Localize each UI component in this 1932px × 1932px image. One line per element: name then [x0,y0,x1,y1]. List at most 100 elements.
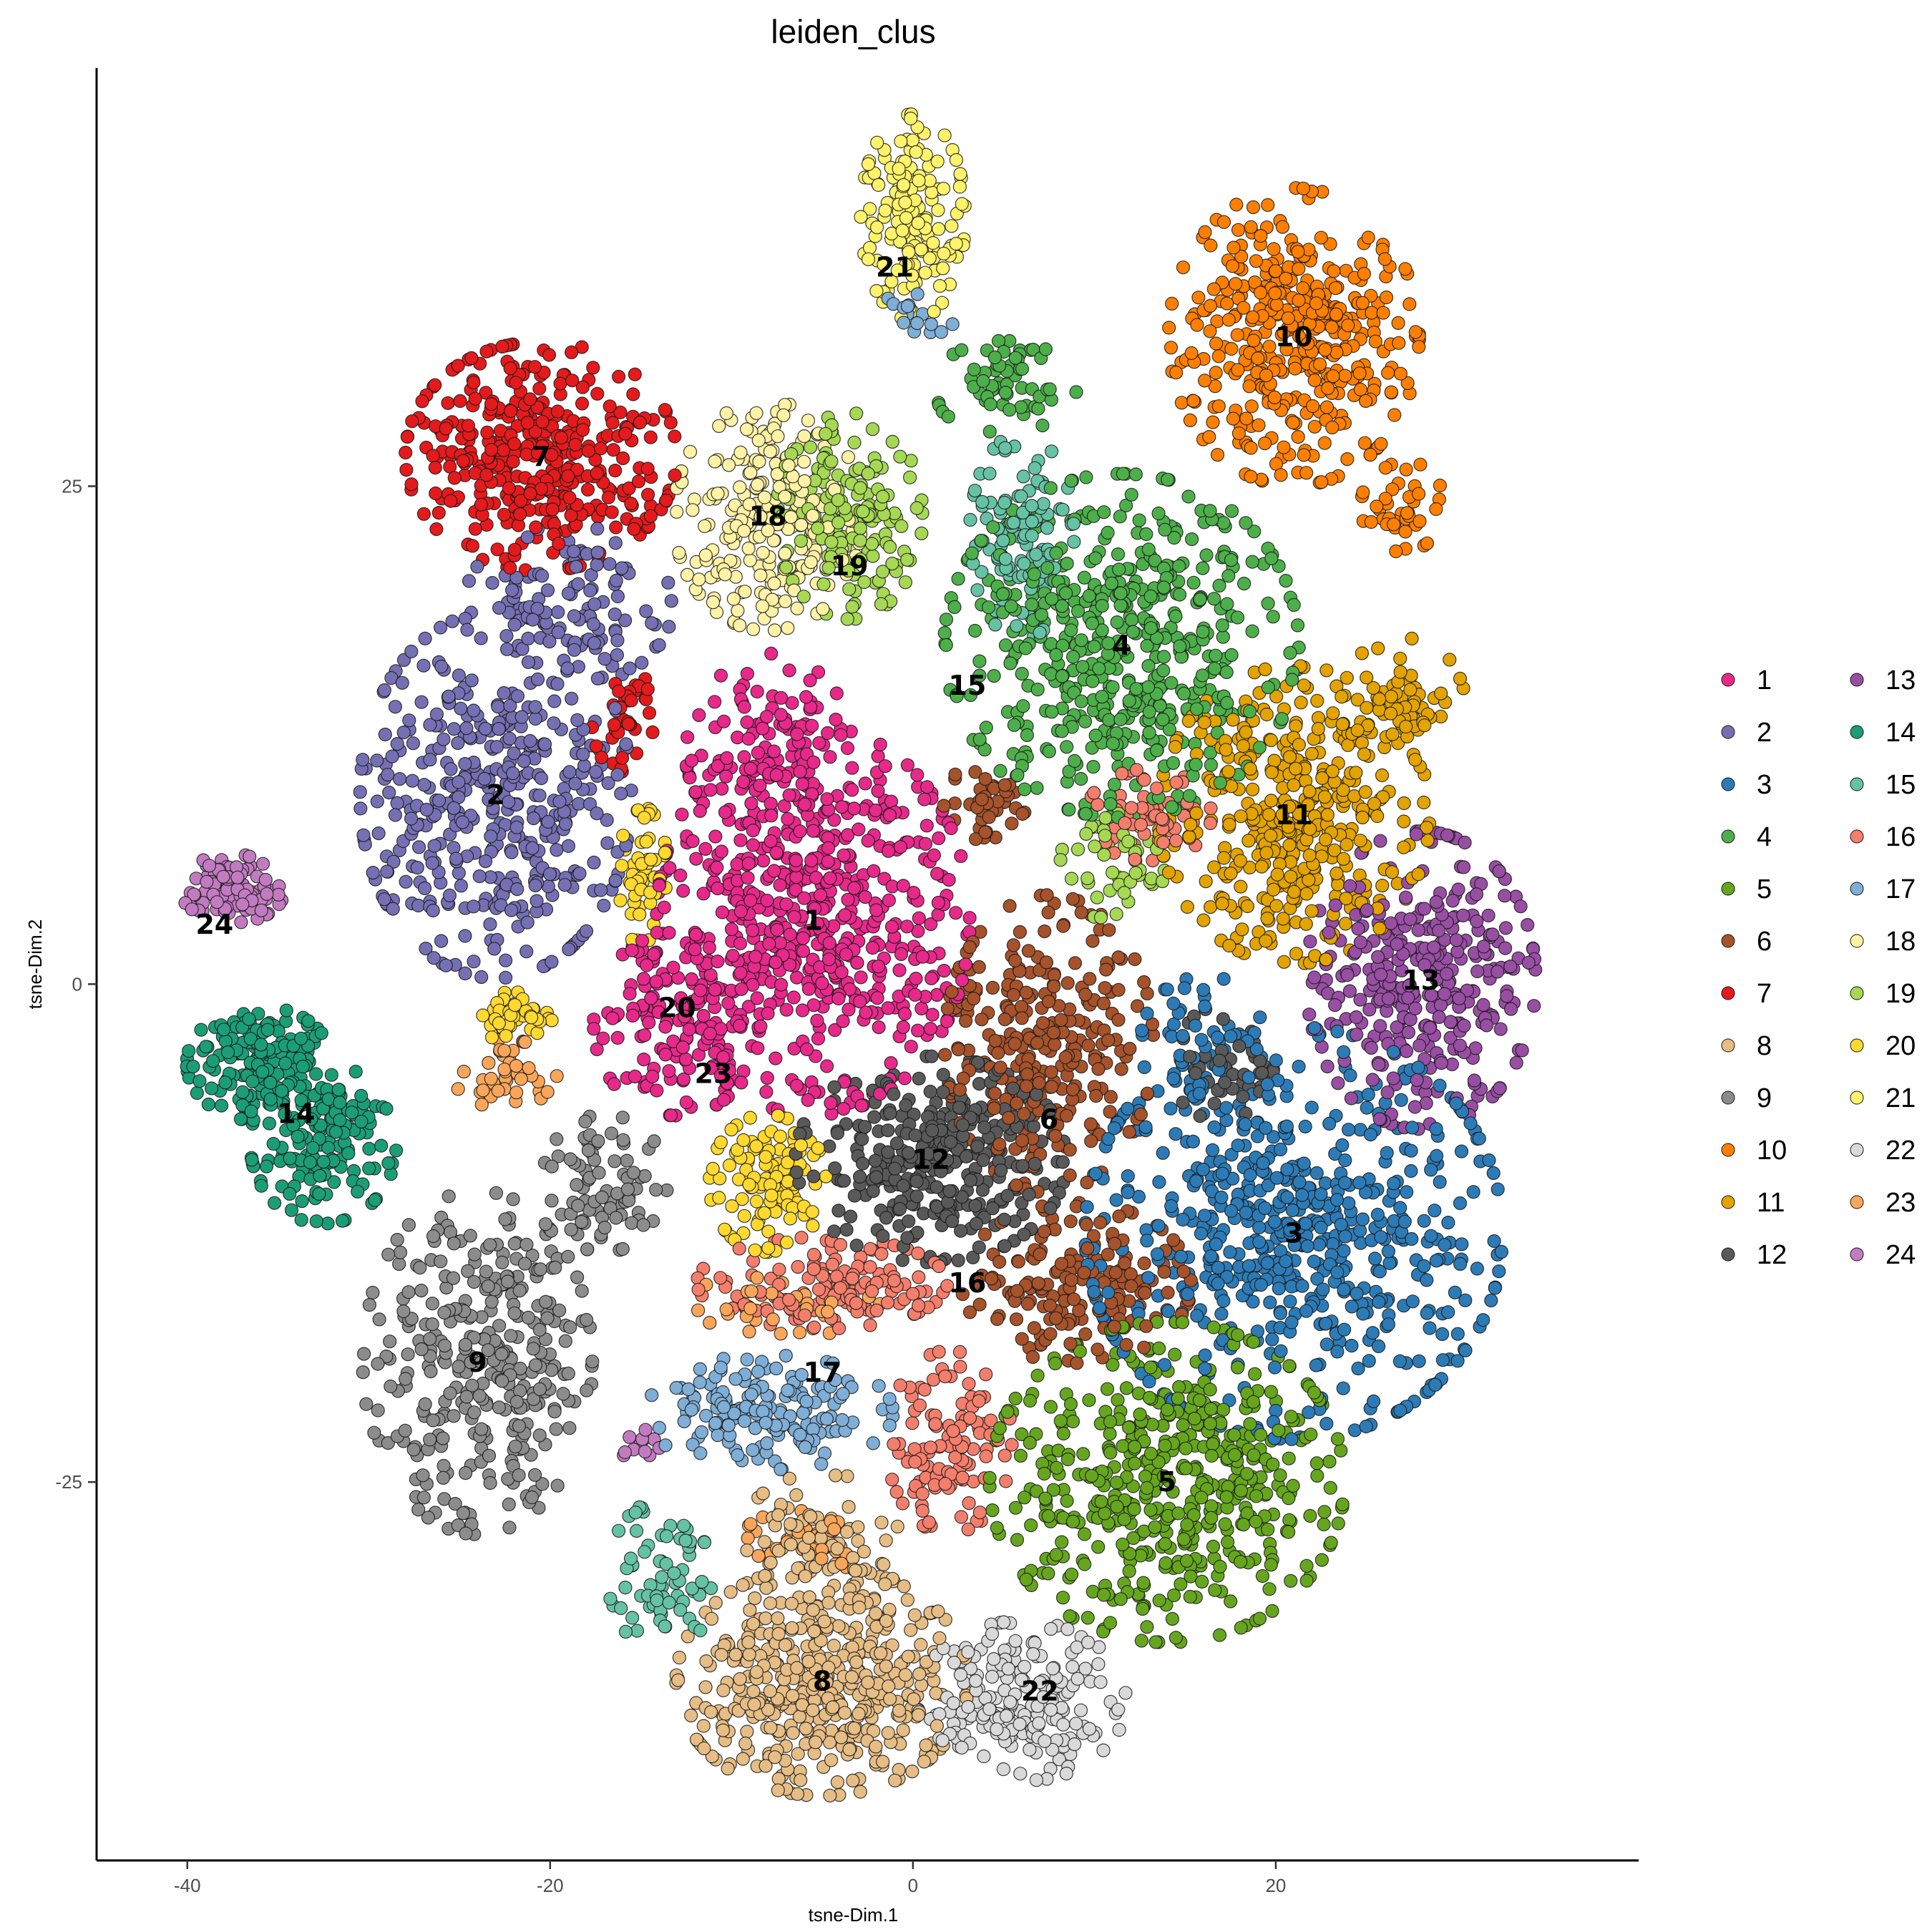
point-cluster-11 [1393,651,1407,665]
point-cluster-3 [1458,1293,1473,1307]
point-cluster-2 [550,677,565,691]
point-cluster-14 [205,1081,219,1096]
point-cluster-15 [1016,469,1030,484]
point-cluster-18 [733,480,747,494]
point-cluster-10 [1340,452,1355,467]
point-cluster-6 [1098,981,1112,995]
point-cluster-4 [1111,547,1126,562]
point-cluster-7 [404,477,419,492]
point-cluster-9 [362,1297,377,1312]
point-cluster-4 [1181,489,1196,504]
point-cluster-8 [823,1788,837,1802]
point-cluster-2 [562,765,577,779]
point-cluster-7 [640,487,655,502]
point-cluster-5 [1080,1611,1095,1625]
point-cluster-9 [443,1386,457,1400]
point-cluster-15 [1028,461,1042,475]
point-cluster-8 [890,1519,904,1533]
point-cluster-11 [1349,766,1363,780]
point-cluster-7 [441,396,455,410]
point-cluster-20 [718,1222,732,1236]
point-cluster-10 [1165,296,1179,311]
point-cluster-9 [359,1397,374,1411]
point-cluster-16 [895,1496,910,1511]
point-cluster-8 [672,1650,687,1665]
point-cluster-19 [1128,866,1143,880]
point-cluster-3 [1404,1163,1418,1179]
point-cluster-15 [638,1545,652,1559]
point-cluster-3 [1371,1339,1386,1354]
point-cluster-15 [625,1611,640,1625]
point-cluster-5 [1282,1451,1296,1465]
point-cluster-8 [748,1591,762,1606]
point-cluster-3 [1169,1127,1183,1141]
point-cluster-1 [882,893,897,907]
point-cluster-9 [575,1284,589,1298]
point-cluster-1 [810,1013,824,1028]
point-cluster-1 [679,1095,693,1110]
point-cluster-5 [1224,1594,1238,1609]
point-cluster-12 [972,1076,987,1091]
point-cluster-8 [830,1775,845,1790]
point-cluster-10 [1368,334,1382,348]
point-cluster-3 [1216,972,1231,986]
point-cluster-1 [894,947,909,962]
point-cluster-5 [1317,1505,1332,1519]
point-cluster-5 [1018,1491,1032,1505]
point-cluster-6 [1006,938,1021,952]
point-cluster-11 [1196,913,1211,927]
point-cluster-13 [1500,989,1514,1003]
point-cluster-20 [712,1191,726,1205]
point-cluster-18 [731,603,745,618]
point-cluster-2 [388,700,403,714]
point-cluster-11 [1319,663,1334,678]
point-cluster-1 [587,1022,601,1036]
point-cluster-8 [877,1557,891,1571]
point-cluster-17 [711,1428,725,1443]
point-cluster-2 [547,716,561,731]
point-cluster-13 [1504,1002,1518,1016]
point-cluster-3 [1362,1354,1376,1368]
point-cluster-20 [748,1243,762,1257]
point-cluster-4 [1069,385,1083,399]
point-cluster-1 [696,1008,711,1023]
point-cluster-14 [309,1214,323,1229]
point-cluster-2 [406,736,421,751]
point-cluster-10 [1328,281,1343,296]
point-cluster-19 [864,537,879,551]
point-cluster-21 [952,180,967,194]
point-cluster-5 [1065,1414,1080,1429]
point-cluster-2 [530,672,545,687]
point-cluster-3 [1198,1362,1212,1376]
point-cluster-2 [610,589,625,604]
point-cluster-8 [704,1611,719,1626]
point-cluster-6 [940,1002,955,1016]
point-cluster-9 [372,1312,386,1327]
point-cluster-2 [608,536,623,550]
point-cluster-12 [912,1071,926,1085]
point-cluster-1 [789,1078,804,1093]
point-cluster-2 [662,620,676,634]
point-cluster-5 [1216,1402,1231,1417]
point-cluster-9 [545,1363,559,1377]
point-cluster-3 [1334,1217,1348,1232]
point-cluster-1 [684,972,699,987]
point-cluster-16 [917,1382,932,1397]
point-cluster-2 [635,655,649,670]
point-cluster-16 [962,1377,976,1391]
point-cluster-23 [792,1325,807,1340]
point-cluster-19 [902,470,917,484]
point-cluster-3 [1429,1148,1444,1163]
point-cluster-9 [483,1238,497,1252]
point-cluster-2 [388,808,403,822]
point-cluster-4 [1245,624,1259,638]
point-cluster-4 [1092,661,1106,675]
point-cluster-6 [1102,923,1116,937]
point-cluster-17 [693,1375,707,1390]
point-cluster-4 [1062,802,1076,817]
point-cluster-4 [1086,759,1101,774]
point-cluster-2 [410,860,424,875]
point-cluster-9 [421,1511,436,1525]
point-cluster-23 [774,1327,788,1341]
point-cluster-18 [841,450,856,464]
